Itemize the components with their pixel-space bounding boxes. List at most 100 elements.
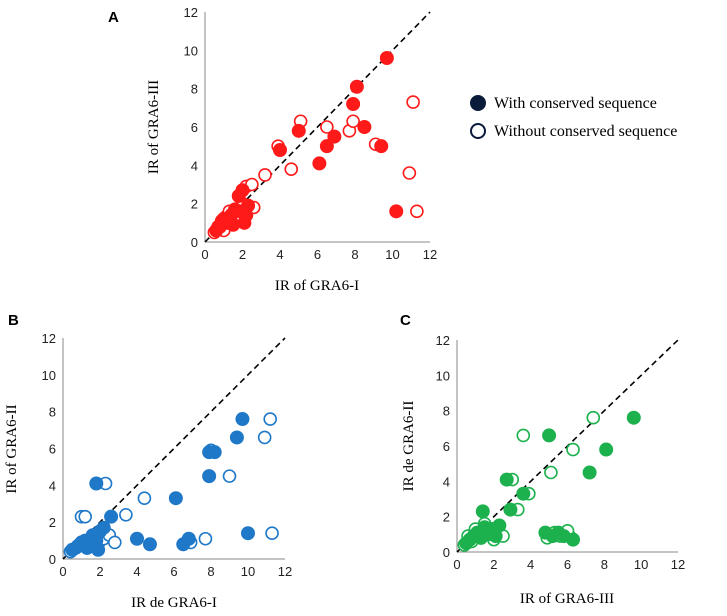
panel-a-open-point: [406, 95, 420, 109]
panel-c: C 00 2 2 4 4 6 6 8 8 10 10 12 12 IR of GRA6-III IR d…: [400, 312, 685, 607]
panel-b-letter: B: [8, 312, 19, 329]
panel-a-filled-point: [312, 156, 327, 171]
panel-a-filled-point: [357, 120, 372, 134]
panel-b-open-point: [257, 430, 272, 445]
panel-a-y-tick: 4: [191, 158, 198, 173]
panel-a-y-tick: 2: [191, 197, 198, 212]
panel-c-x-tick: 2: [490, 557, 497, 572]
panel-b-open-point: [222, 469, 237, 483]
panel-b-filled-point: [207, 445, 222, 460]
panel-a-y-tick: 8: [191, 82, 198, 97]
panel-b-filled-point: [104, 509, 119, 524]
panel-a-x-tick: 2: [239, 247, 246, 262]
panel-a-filled-point: [389, 204, 404, 219]
panel-c-filled-point: [626, 410, 641, 425]
panel-b-y-tick: 12: [42, 331, 56, 346]
panel-b-open-point: [119, 507, 133, 522]
panel-c-y-tick: 8: [443, 404, 450, 419]
panel-c-x-tick: 6: [564, 557, 571, 572]
panel-c-y-tick: 10: [436, 368, 450, 383]
panel-b-x-tick: 4: [133, 564, 140, 579]
panel-b-filled-point: [142, 537, 157, 552]
panel-c-y-tick: 0: [443, 545, 450, 560]
panel-a-filled-point: [319, 139, 334, 154]
panel-b-x-tick: 10: [241, 564, 255, 579]
panel-b-y-tick: 8: [49, 405, 56, 420]
panel-a-x-tick: 12: [423, 247, 437, 262]
panel-a-open-point: [320, 120, 334, 134]
panel-a-open-point: [410, 204, 424, 219]
panel-b-open-point: [263, 412, 278, 426]
panel-c-open-point: [566, 442, 580, 457]
panel-a-x-tick: 8: [351, 247, 358, 262]
panel-c-filled-point: [503, 502, 518, 517]
panel-c-open-point: [516, 428, 531, 443]
panel-c-x-tick: 4: [527, 557, 534, 572]
panel-a-y-tick: 0: [191, 235, 198, 250]
panel-a-y-tick: 10: [184, 43, 198, 58]
panel-a: A 00 2 2 4 4 6 6 8 8 10 10 12 12 IR of GRA6-I IR of …: [108, 5, 437, 294]
panel-a-open-point: [402, 166, 417, 180]
panel-b-filled-point: [96, 520, 111, 535]
panel-a-ticks: 00 2 2 4 4 6 6 8 8 10 10 12 12: [184, 5, 438, 262]
panel-c-filled-point: [492, 518, 507, 533]
panel-b-filled-point: [202, 469, 217, 484]
legend-open-marker: [470, 123, 486, 139]
panel-b-ticks: 00 2 2 4 4 6 6 8 8 10 10 12 12: [42, 331, 293, 579]
panel-b-x-tick: 8: [207, 564, 214, 579]
panel-c-filled-point: [599, 442, 614, 457]
panel-c-y-tick: 2: [443, 510, 450, 525]
panel-a-open-point: [258, 168, 272, 182]
panel-a-xlabel: IR of GRA6-I: [275, 278, 359, 294]
panel-b-y-tick: 0: [49, 552, 56, 567]
panel-b-filled-point: [235, 412, 250, 427]
panel-c-x-tick: 0: [453, 557, 460, 572]
panel-a-filled-point: [226, 217, 241, 232]
panel-a-filled-point: [374, 139, 389, 154]
panel-c-ticks: 00 2 2 4 4 6 6 8 8 10 10 12 12: [436, 333, 686, 572]
panel-b-open-point: [108, 535, 122, 550]
panel-c-ylabel: IR de GRA6-II: [401, 401, 417, 492]
panel-a-x-tick: 0: [201, 247, 208, 262]
panel-c-x-tick: 12: [671, 557, 685, 572]
panel-c-xlabel: IR of GRA6-III: [520, 591, 614, 607]
panel-a-marks: [204, 11, 431, 243]
legend-filled-label: With conserved sequence: [494, 95, 657, 112]
legend: With conserved sequence Without conserve…: [470, 95, 677, 140]
panel-a-filled-point: [273, 143, 287, 157]
panel-b-open-point: [198, 531, 213, 546]
panel-c-filled-point: [566, 532, 581, 547]
panel-c-x-tick: 10: [634, 557, 648, 572]
panel-c-y-tick: 12: [436, 333, 450, 348]
panel-a-filled-point: [346, 97, 361, 111]
panel-b-filled-point: [181, 531, 196, 546]
panel-b-open-point: [137, 491, 152, 506]
panel-b-filled-point: [241, 526, 255, 541]
panel-b-x-tick: 6: [170, 564, 177, 579]
panel-c-letter: C: [400, 312, 411, 329]
panel-a-x-tick: 6: [314, 247, 321, 262]
panel-b-y-tick: 10: [42, 368, 56, 383]
panel-a-open-point: [346, 114, 360, 129]
panel-b-y-tick: 6: [49, 442, 56, 457]
panel-c-x-tick: 8: [601, 557, 608, 572]
panel-b-x-tick: 0: [59, 564, 66, 579]
panel-a-x-tick: 10: [385, 247, 399, 262]
panel-a-filled-point: [291, 123, 306, 138]
panel-c-filled-point: [475, 504, 490, 519]
panel-a-filled-point: [349, 79, 364, 94]
panel-b-y-tick: 4: [49, 478, 56, 493]
panel-c-filled-point: [516, 486, 531, 501]
panel-c-y-tick: 4: [443, 474, 450, 489]
panel-b: B 00 2 2 4 4 6 6 8 8 10 10 12 12 IR de GRA6-I IR of …: [4, 312, 292, 611]
panel-b-filled-point: [229, 430, 244, 445]
panel-a-y-tick: 6: [191, 120, 198, 135]
panel-b-open-point: [265, 526, 279, 541]
panel-b-marks: [62, 337, 286, 560]
legend-filled-marker: [470, 95, 486, 111]
panel-c-filled-point: [582, 465, 597, 480]
panel-a-ylabel: IR of GRA6-III: [146, 80, 162, 174]
panel-b-x-tick: 12: [278, 564, 292, 579]
panel-a-filled-point: [235, 183, 250, 198]
panel-b-filled-point: [168, 491, 183, 506]
